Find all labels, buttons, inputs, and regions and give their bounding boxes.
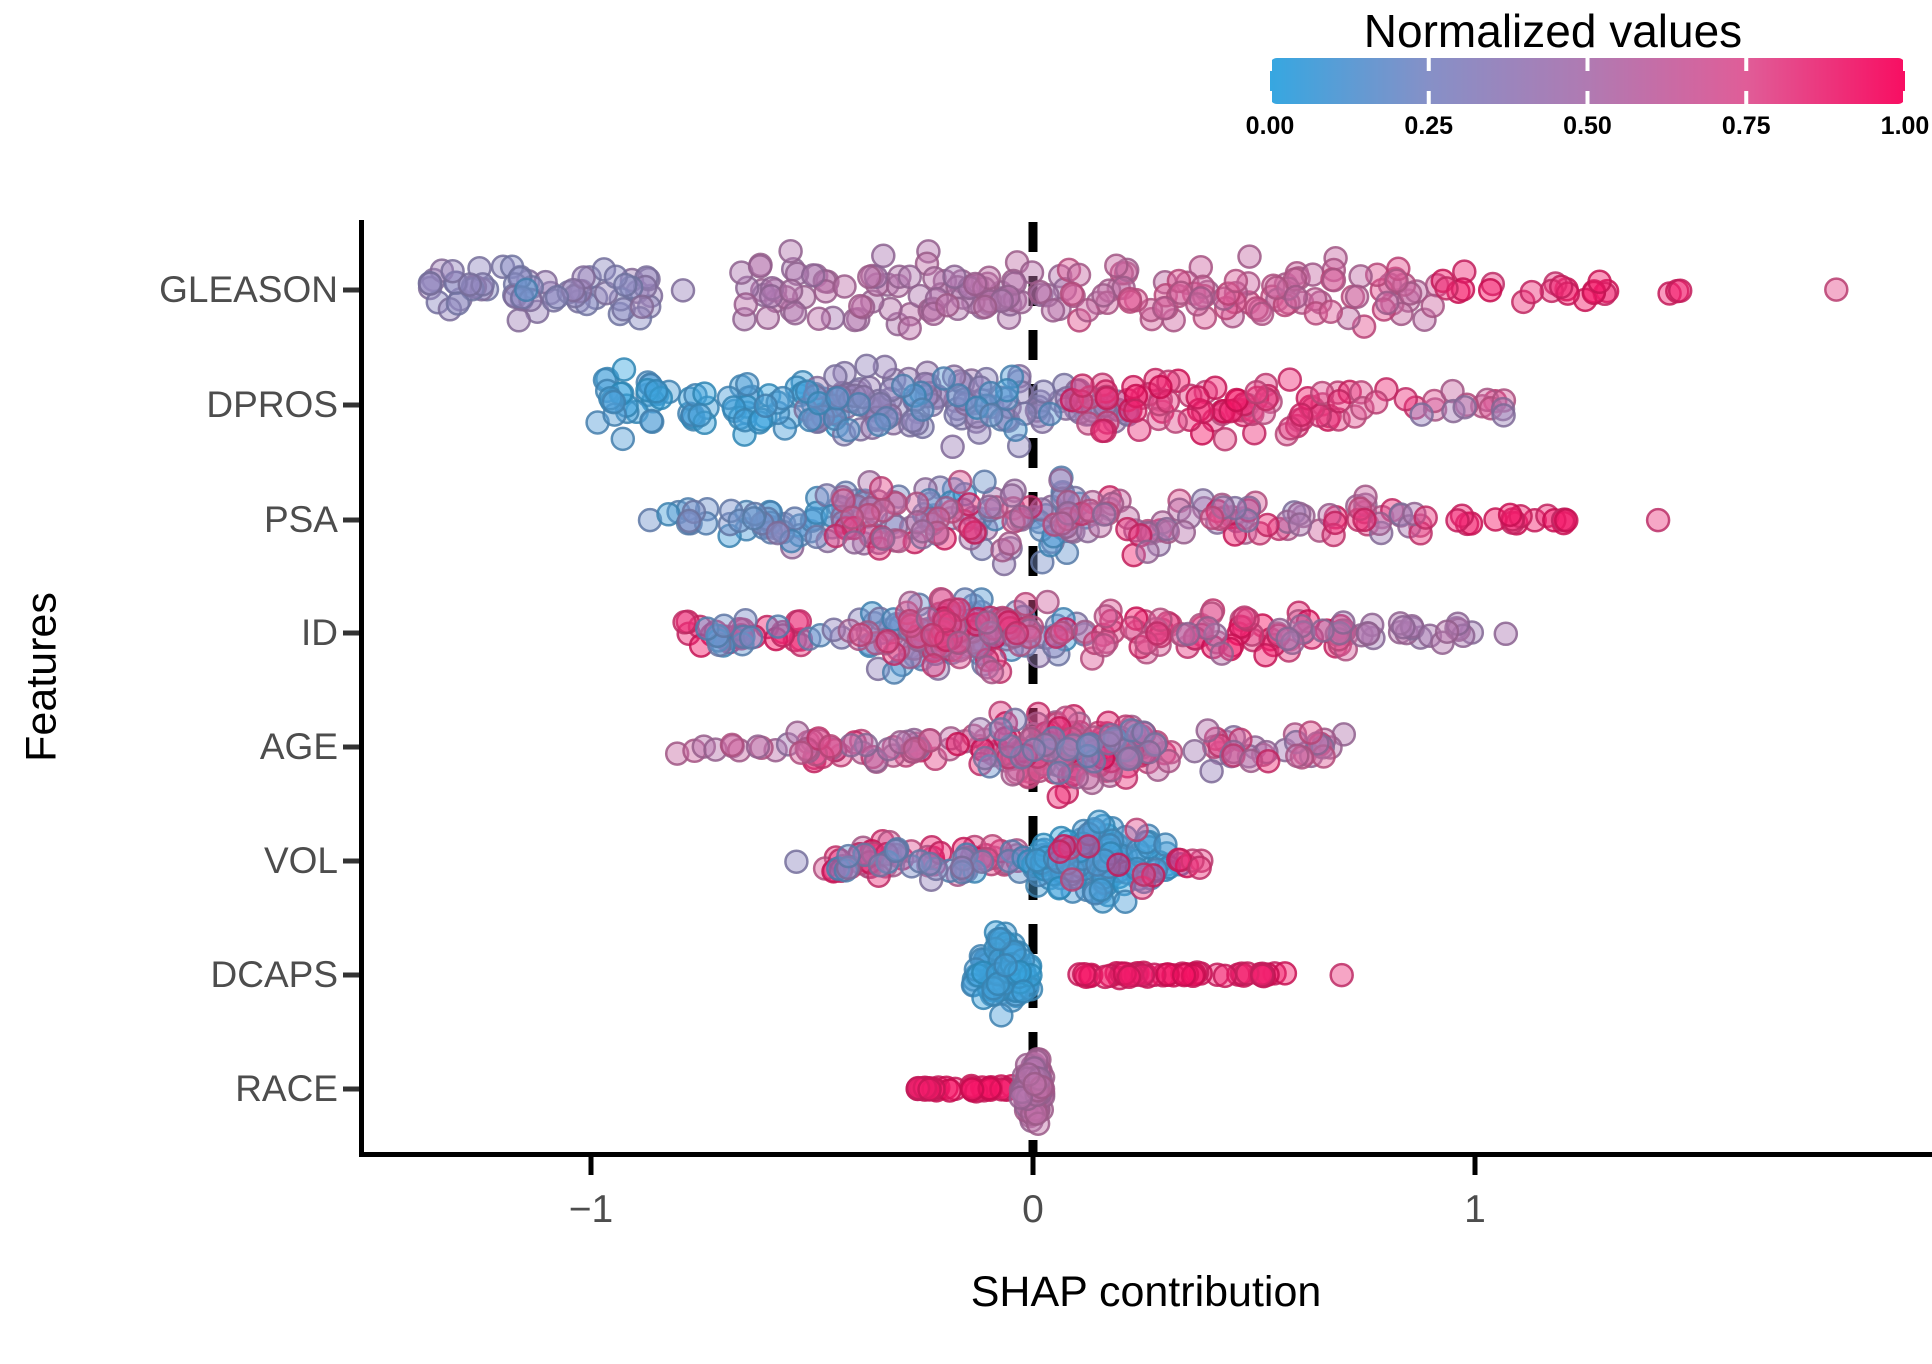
legend-scale-tick [1744,91,1749,104]
y-tick-mark [343,1086,359,1092]
legend-scale-tick [1903,91,1907,104]
y-axis-label-dpros: DPROS [206,384,338,425]
legend-scale-tick [1903,58,1907,71]
y-tick-mark [343,630,359,636]
legend-tick-label-3: 0.75 [1721,112,1771,140]
feature-row-psa [637,465,1671,577]
y-axis-label-dcaps: DCAPS [210,954,338,995]
x-tick-mark [1030,1157,1036,1175]
y-tick-mark [343,402,359,408]
y-tick-mark [343,858,359,864]
beeswarm-points [417,238,1849,1136]
legend-tick-label-1: 0.25 [1404,112,1454,140]
legend-scale-tick [1744,58,1749,71]
x-tick-label-0: −1 [568,1188,614,1231]
x-tick-label-2: 1 [1464,1188,1486,1231]
x-axis-line [359,1152,1932,1157]
y-tick-mark [343,744,359,750]
y-axis-label-id: ID [301,612,338,653]
legend-scale-tick [1585,91,1590,104]
legend-scale-tick [1426,58,1431,71]
y-axis-label-psa: PSA [263,499,338,540]
y-axis-line [359,220,364,1155]
legend-gradient-bar [1268,58,1907,104]
legend-tick-label-2: 0.50 [1563,112,1612,140]
x-tick-label-1: 0 [1022,1188,1044,1231]
y-tick-mark [343,287,359,293]
feature-row-vol [784,809,1214,914]
legend-scale-tick [1268,91,1272,104]
x-axis-title: SHAP contribution [970,1268,1322,1316]
legend-tick-label-4: 1.00 [1880,112,1930,140]
legend-title: Normalized values [1363,5,1743,57]
x-tick-mark [588,1157,594,1175]
legend-scale-tick [1585,58,1590,71]
feature-row-id [672,587,1519,685]
legend-scale-tick [1426,91,1431,104]
y-axis-label-race: RACE [235,1068,338,1109]
feature-row-race [905,1046,1056,1136]
y-axis-label-vol: VOL [263,840,338,881]
feature-row-dcaps [960,920,1354,1028]
feature-row-gleason [417,238,1849,341]
y-axis-label-gleason: GLEASON [159,269,338,310]
y-axis-label-age: AGE [259,726,338,767]
legend-tick-label-0: 0.00 [1245,112,1295,140]
feature-row-age [664,700,1357,810]
y-tick-mark [343,972,359,978]
y-tick-mark [343,517,359,523]
feature-row-dpros [585,353,1517,460]
x-tick-mark [1472,1157,1478,1175]
legend-scale-tick [1268,58,1272,71]
